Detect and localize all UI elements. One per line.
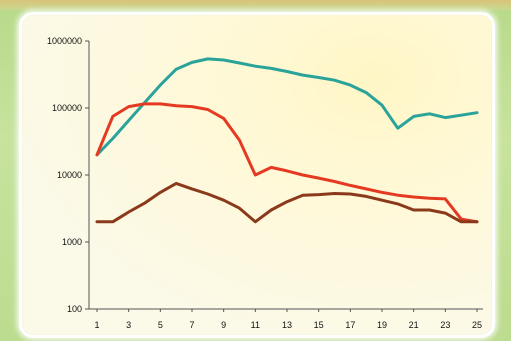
x-tick: 15 [314, 309, 324, 330]
y-tick: 100000 [52, 103, 89, 113]
y-tick-label: 1000 [62, 237, 82, 247]
x-tick: 25 [472, 309, 482, 330]
x-tick: 23 [440, 309, 450, 330]
series-line-1 [95, 57, 479, 157]
series-line-2 [95, 102, 479, 224]
x-tick: 19 [377, 309, 387, 330]
x-tick: 11 [251, 309, 260, 330]
y-tick: 10000 [57, 170, 89, 180]
x-tick-label: 1 [94, 320, 99, 330]
x-tick-label: 23 [440, 320, 450, 330]
x-tick-label: 9 [221, 320, 226, 330]
y-tick-label: 100000 [52, 103, 82, 113]
x-tick-label: 15 [314, 320, 324, 330]
y-tick-label: 10000 [57, 170, 82, 180]
x-tick-label: 7 [189, 320, 194, 330]
x-tick: 13 [282, 309, 292, 330]
x-tick-label: 11 [251, 320, 260, 330]
x-tick: 17 [345, 309, 355, 330]
series-line-3 [95, 181, 479, 224]
y-tick-label: 1000000 [47, 36, 82, 46]
x-tick: 9 [221, 309, 226, 330]
x-tick-label: 3 [126, 320, 131, 330]
y-tick-label: 100 [67, 304, 82, 314]
x-tick: 7 [189, 309, 195, 330]
x-tick-label: 25 [472, 320, 482, 330]
x-tick: 3 [126, 309, 131, 330]
y-tick: 1000000 [47, 36, 89, 46]
top-strip [0, 0, 511, 10]
x-tick: 1 [94, 309, 100, 330]
series-lines [95, 57, 479, 224]
x-tick-label: 17 [345, 320, 355, 330]
x-tick-label: 19 [377, 320, 387, 330]
x-tick: 21 [409, 309, 419, 330]
y-tick: 1000 [62, 237, 89, 247]
x-tick-label: 13 [282, 320, 292, 330]
x-tick-label: 5 [158, 320, 163, 330]
x-axis: 1 3 5 7 9 11 13 15 17 19 21 23 25 [89, 308, 483, 330]
y-tick: 100 [67, 304, 89, 314]
x-tick: 5 [158, 309, 163, 330]
y-axis: 100 1000 10000 100000 1000000 [47, 36, 90, 314]
x-tick-label: 21 [409, 320, 419, 330]
